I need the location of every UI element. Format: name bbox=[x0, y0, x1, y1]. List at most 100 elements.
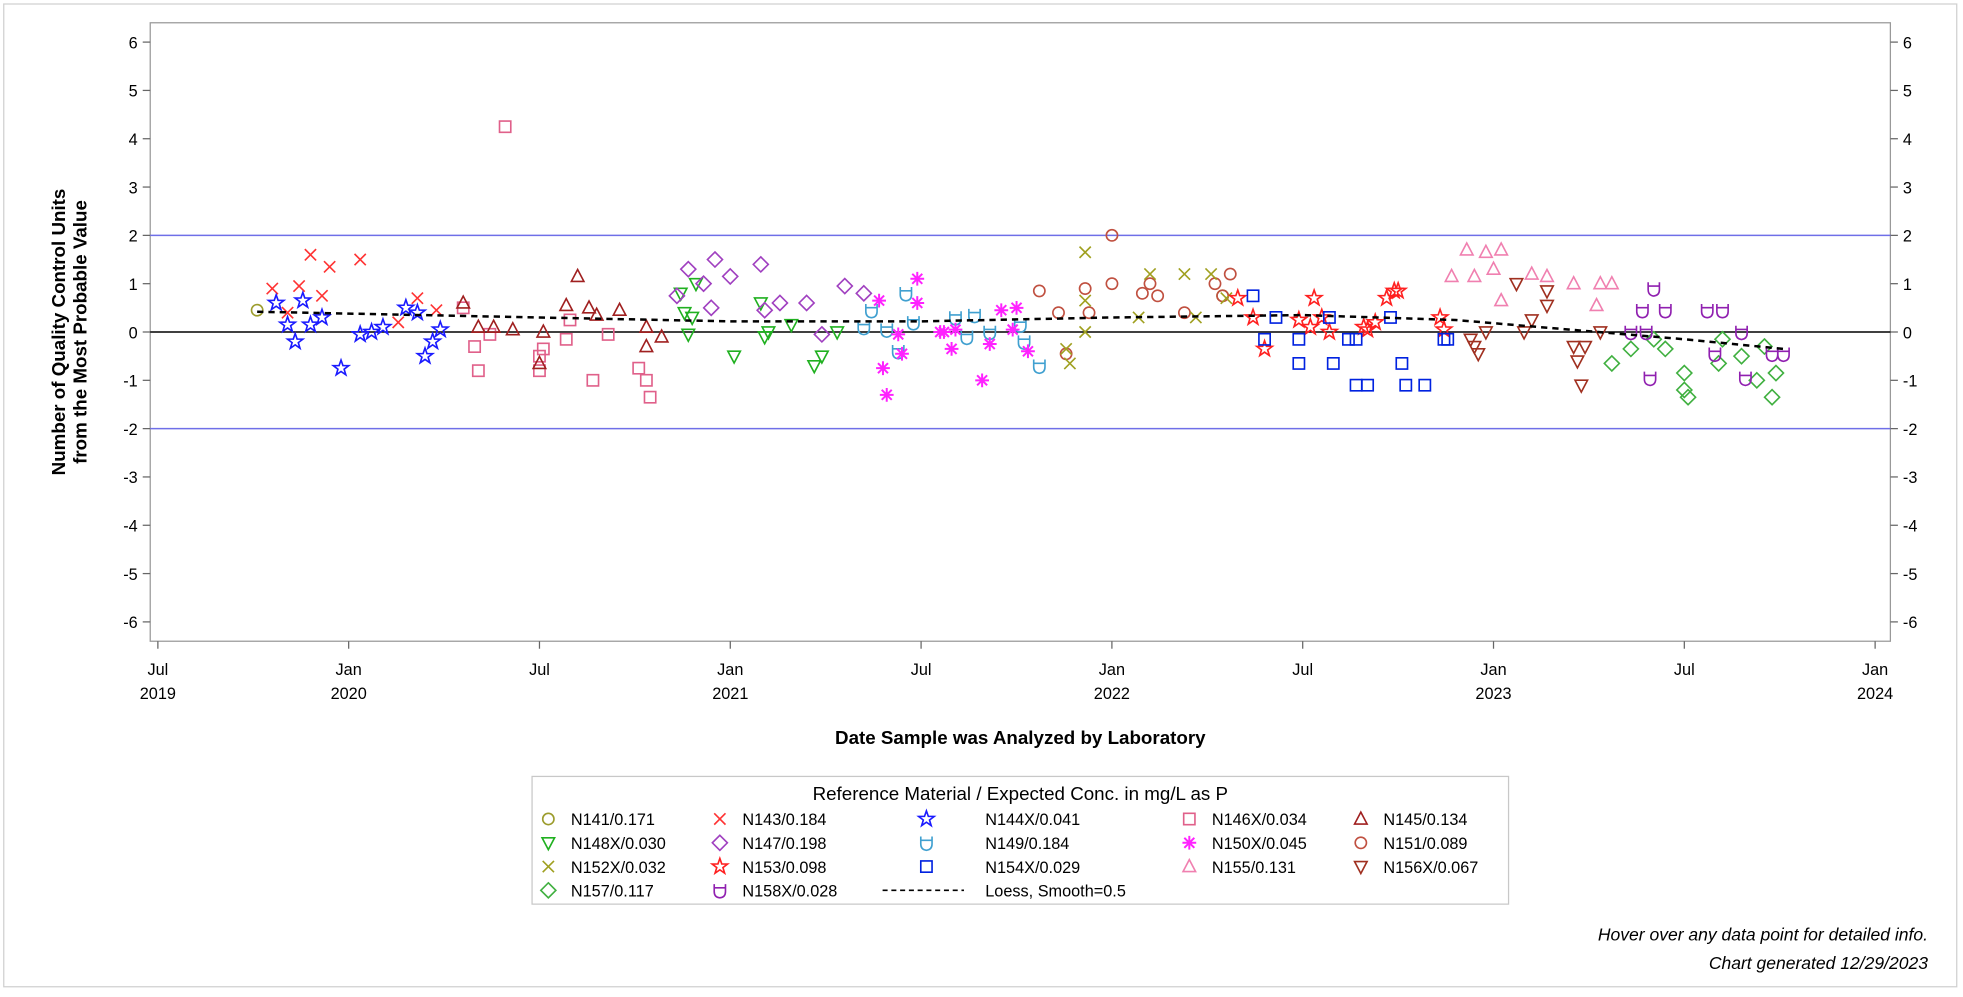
y-tick-label: 1 bbox=[129, 276, 138, 294]
legend-label: N156X/0.067 bbox=[1383, 859, 1478, 877]
y2-tick-label: -6 bbox=[1903, 614, 1917, 632]
data-point bbox=[372, 316, 394, 336]
data-point bbox=[771, 294, 789, 312]
data-point bbox=[1592, 275, 1608, 290]
y2-tick-label: 6 bbox=[1903, 34, 1912, 52]
legend-marker bbox=[709, 855, 730, 876]
legend-marker bbox=[542, 860, 555, 873]
data-point bbox=[1005, 322, 1020, 337]
data-point bbox=[994, 303, 1009, 318]
data-point bbox=[601, 327, 615, 341]
legend-marker bbox=[1182, 812, 1196, 826]
data-point bbox=[1052, 306, 1065, 320]
data-point bbox=[679, 260, 697, 278]
data-point bbox=[654, 328, 670, 343]
data-point bbox=[1738, 371, 1752, 387]
data-point bbox=[533, 349, 546, 363]
data-point bbox=[483, 327, 497, 341]
data-point bbox=[1755, 337, 1774, 356]
data-point bbox=[1388, 280, 1409, 300]
legend-label: N146X/0.034 bbox=[1212, 811, 1307, 829]
legend-label: N155/0.131 bbox=[1212, 859, 1296, 877]
x-axis-title: Date Sample was Analyzed by Laboratory bbox=[835, 727, 1206, 748]
data-point bbox=[1021, 344, 1035, 359]
data-point bbox=[570, 267, 586, 283]
data-point bbox=[611, 301, 628, 317]
data-point bbox=[668, 287, 686, 305]
data-point bbox=[1292, 332, 1306, 346]
data-point bbox=[1777, 347, 1790, 363]
data-point bbox=[586, 373, 600, 387]
x-tick-label: Jul 2019 bbox=[140, 661, 176, 703]
data-point bbox=[638, 318, 654, 333]
data-point bbox=[353, 253, 367, 266]
data-point bbox=[1208, 277, 1222, 291]
data-point bbox=[814, 350, 830, 365]
data-point bbox=[1227, 287, 1248, 307]
data-point bbox=[1524, 314, 1540, 329]
legend-marker bbox=[539, 881, 558, 900]
data-point bbox=[752, 255, 770, 274]
data-point bbox=[1032, 359, 1046, 375]
data-point bbox=[1063, 357, 1077, 370]
data-point bbox=[277, 314, 298, 334]
data-point bbox=[1269, 311, 1283, 324]
legend-marker bbox=[919, 836, 933, 852]
legend-label: N151/0.089 bbox=[1383, 835, 1467, 853]
legend-label: N144X/0.041 bbox=[985, 811, 1080, 829]
data-point bbox=[1078, 282, 1092, 295]
loess-line bbox=[257, 310, 1784, 351]
y-tick-label: -5 bbox=[123, 566, 137, 584]
data-point bbox=[281, 306, 294, 319]
data-point bbox=[944, 342, 959, 356]
legend-marker bbox=[540, 836, 556, 852]
data-point bbox=[1478, 326, 1494, 341]
data-point bbox=[1700, 303, 1714, 319]
data-point bbox=[292, 289, 313, 310]
legend-label: N149/0.184 bbox=[985, 835, 1069, 853]
y2-tick-label: -3 bbox=[1903, 469, 1917, 487]
y2-tick-label: 2 bbox=[1903, 228, 1912, 246]
y-tick-label: 4 bbox=[129, 131, 138, 149]
data-point bbox=[1713, 330, 1732, 348]
data-point bbox=[1143, 277, 1157, 291]
data-point bbox=[865, 303, 878, 319]
y-axis-title: from the Most Probable Value bbox=[69, 200, 90, 464]
data-point bbox=[1322, 311, 1336, 324]
data-point bbox=[702, 299, 720, 317]
data-point bbox=[1588, 296, 1605, 312]
data-point bbox=[937, 325, 951, 339]
data-point bbox=[1078, 294, 1092, 307]
data-layer bbox=[250, 120, 1790, 406]
data-point bbox=[1288, 309, 1309, 329]
data-point bbox=[456, 301, 470, 315]
legend-label: Loess, Smooth=0.5 bbox=[985, 883, 1126, 901]
legend-label: N152X/0.032 bbox=[571, 859, 666, 877]
data-point bbox=[1508, 277, 1525, 293]
x-tick-label: Jan 2023 bbox=[1475, 661, 1511, 703]
data-point bbox=[891, 327, 906, 342]
data-point bbox=[797, 294, 816, 312]
data-point bbox=[1643, 371, 1657, 387]
data-point bbox=[1009, 300, 1024, 315]
data-point bbox=[1246, 289, 1260, 303]
data-point bbox=[581, 299, 597, 314]
data-point bbox=[1242, 306, 1264, 327]
data-point bbox=[982, 337, 997, 351]
data-point bbox=[1577, 340, 1593, 356]
legend-label: N158X/0.028 bbox=[742, 883, 837, 901]
data-point bbox=[1524, 265, 1540, 280]
legend-marker bbox=[541, 812, 555, 826]
data-point bbox=[535, 323, 551, 338]
data-point bbox=[960, 330, 974, 346]
x-tick-label: Jan 2022 bbox=[1094, 661, 1130, 703]
data-point bbox=[285, 331, 306, 351]
data-point bbox=[1485, 260, 1502, 275]
data-point bbox=[1304, 287, 1325, 307]
legend-marker bbox=[1354, 836, 1368, 850]
data-point bbox=[1763, 388, 1781, 406]
data-point bbox=[1326, 356, 1340, 370]
data-point bbox=[1078, 246, 1092, 259]
data-point bbox=[1017, 335, 1031, 350]
